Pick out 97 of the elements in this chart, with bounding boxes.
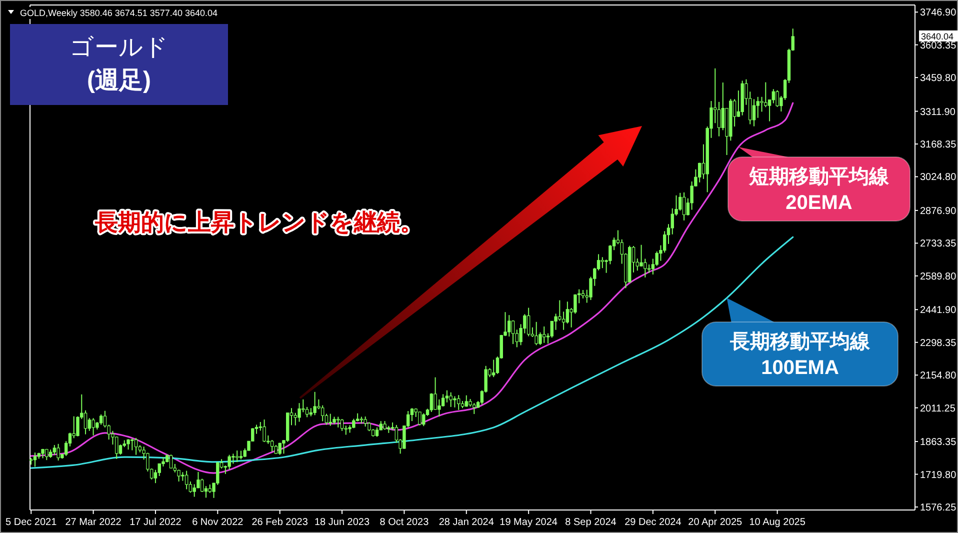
x-tick-label: 28 Jan 2024 xyxy=(438,517,494,528)
y-tick-label: 3024.80 xyxy=(920,172,957,184)
candlestick xyxy=(644,258,647,278)
y-tick-label: 3311.90 xyxy=(920,106,956,118)
y-tick-label: 3459.80 xyxy=(920,73,957,84)
y-tick-label: 3168.35 xyxy=(920,139,957,150)
candlestick xyxy=(84,410,88,435)
y-tick-label: 2733.35 xyxy=(920,238,957,250)
candlestick xyxy=(278,442,282,456)
candlestick xyxy=(600,256,604,269)
candlestick xyxy=(534,321,538,346)
candlestick xyxy=(33,452,37,468)
candlestick xyxy=(298,402,301,422)
y-tick-label: 2589.80 xyxy=(920,271,957,282)
candlestick xyxy=(364,416,367,428)
candlestick xyxy=(130,438,134,451)
y-tick-label: 1863.35 xyxy=(920,437,957,448)
candlestick xyxy=(320,404,324,422)
candlestick xyxy=(410,408,414,422)
candlestick xyxy=(328,413,332,426)
candlestick xyxy=(228,454,231,470)
x-tick-label: 29 Dec 2024 xyxy=(624,517,682,528)
candlestick xyxy=(717,101,721,137)
candlestick xyxy=(678,192,682,212)
candlestick xyxy=(313,391,316,416)
candlestick xyxy=(235,450,239,463)
x-tick-label: 10 Aug 2025 xyxy=(749,517,806,528)
series-label: 短期移動平均線 20EMA xyxy=(748,166,890,214)
annotation: GOLD,Weekly 3580.46 3674.51 3577.40 3640.04 xyxy=(20,8,218,18)
x-tick-label: 19 May 2024 xyxy=(500,517,558,528)
text: ゴールド xyxy=(70,34,168,61)
candlestick xyxy=(772,88,776,104)
candlestick xyxy=(457,394,460,410)
candlestick xyxy=(542,326,546,344)
x-tick-label: 5 Dec 2021 xyxy=(6,517,58,528)
x-tick-label: 18 Jun 2023 xyxy=(314,517,370,528)
candlestick xyxy=(99,414,103,426)
candlestick xyxy=(336,416,340,428)
y-tick-label: 3603.35 xyxy=(920,40,957,52)
candlestick xyxy=(698,162,702,183)
candlestick xyxy=(92,418,95,436)
candlestick xyxy=(449,392,452,408)
x-tick-label: 17 Jul 2022 xyxy=(130,517,182,528)
candlestick xyxy=(562,311,566,330)
y-tick-label: 2876.90 xyxy=(920,206,957,217)
y-tick-label: 1576.25 xyxy=(920,502,957,514)
candlestick xyxy=(52,444,56,456)
candlestick xyxy=(566,301,570,324)
text: (週足) xyxy=(87,67,151,94)
candlestick xyxy=(776,90,779,108)
candlestick xyxy=(169,454,173,470)
candlestick xyxy=(508,314,511,337)
candlestick xyxy=(422,412,426,427)
candlestick xyxy=(445,390,449,403)
candlestick xyxy=(472,402,476,415)
candlestick xyxy=(511,320,515,345)
candlestick xyxy=(640,244,643,268)
candlestick xyxy=(764,82,768,108)
x-tick-label: 26 Feb 2023 xyxy=(252,517,308,528)
candlestick xyxy=(663,230,666,254)
candlestick xyxy=(492,359,496,378)
series-label: 長期移動平均線 100EMA xyxy=(729,331,871,379)
text: 3640.04 xyxy=(921,31,954,42)
y-tick-label: 3746.90 xyxy=(920,8,957,19)
candlestick xyxy=(430,392,434,412)
y-tick-label: 2298.35 xyxy=(920,338,957,349)
y-tick-label: 2441.90 xyxy=(920,305,957,316)
candlestick xyxy=(375,426,379,438)
annotation: 長期的に上昇トレンドを継続。 xyxy=(94,209,423,235)
x-tick-label: 27 Mar 2022 xyxy=(65,517,122,528)
candlestick xyxy=(270,440,274,452)
candlestick xyxy=(184,470,188,490)
candlestick xyxy=(756,96,760,118)
x-tick-label: 8 Sep 2024 xyxy=(565,517,617,528)
candlestick xyxy=(262,418,266,443)
candlestick xyxy=(305,406,309,418)
y-tick-label: 2011.25 xyxy=(920,403,956,414)
candlestick xyxy=(526,307,530,337)
candlestick xyxy=(294,412,297,426)
candlestick xyxy=(126,438,130,450)
candlestick xyxy=(134,437,138,456)
candlestick xyxy=(441,394,445,407)
candlestick xyxy=(56,443,60,462)
x-tick-label: 8 Oct 2023 xyxy=(380,517,430,528)
candlestick xyxy=(550,320,554,338)
candlestick xyxy=(453,396,456,408)
x-tick-label: 6 Nov 2022 xyxy=(192,517,244,528)
candlestick xyxy=(200,478,204,492)
y-tick-label: 2154.80 xyxy=(920,370,957,382)
candlestick xyxy=(752,98,756,127)
y-tick-label: 1719.80 xyxy=(920,470,957,481)
candlestick xyxy=(682,192,686,221)
candlestick xyxy=(115,436,118,460)
candlestick xyxy=(340,418,344,432)
candlestick xyxy=(418,411,422,426)
x-tick-label: 20 Apr 2025 xyxy=(688,517,743,528)
candlestick xyxy=(192,484,196,498)
